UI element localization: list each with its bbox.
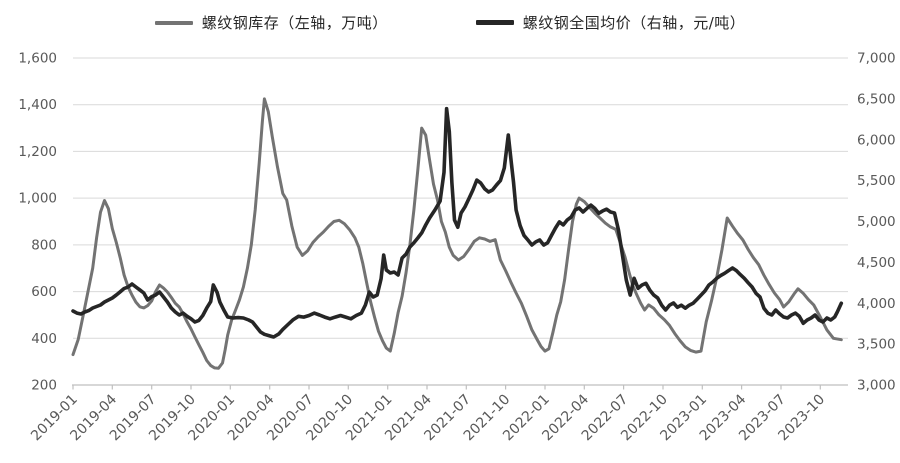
y-axis-right-tick-label: 6,500	[857, 91, 896, 107]
legend-entry-price: 螺纹钢全国均价（右轴，元/吨）	[475, 12, 746, 33]
y-axis-left-tick-label: 1,200	[18, 144, 57, 160]
inventory-series-line	[71, 97, 843, 370]
y-axis-left-tick-label: 200	[31, 378, 57, 394]
y-axis-left-tick-label: 400	[31, 331, 57, 347]
price-series-line	[71, 106, 844, 339]
y-axis-right-tick-label: 4,000	[857, 296, 896, 312]
y-axis-right-tick-label: 3,500	[857, 337, 896, 353]
chart-legend: 螺纹钢库存（左轴，万吨） 螺纹钢全国均价（右轴，元/吨）	[0, 12, 900, 33]
legend-entry-inventory: 螺纹钢库存（左轴，万吨）	[154, 12, 388, 33]
y-axis-left-tick-label: 1,000	[18, 191, 57, 207]
y-axis-left-tick-label: 600	[31, 284, 57, 300]
legend-line-swatch-price	[475, 20, 514, 25]
legend-label-inventory: 螺纹钢库存（左轴，万吨）	[201, 14, 388, 32]
y-axis-right-tick-label: 3,000	[857, 378, 896, 394]
y-axis-left-tick-label: 1,600	[18, 51, 57, 67]
y-axis-right-tick-label: 4,500	[857, 255, 896, 271]
y-axis-right-tick-label: 7,000	[857, 51, 896, 67]
y-axis-left-tick-label: 1,400	[18, 97, 57, 113]
y-axis-right-tick-label: 6,000	[857, 132, 896, 148]
legend-line-swatch-inventory	[154, 20, 193, 25]
y-axis-left-tick-label: 800	[31, 237, 57, 253]
y-axis-right-tick-label: 5,000	[857, 214, 896, 230]
y-axis-right-tick-label: 5,500	[857, 173, 896, 189]
legend-label-price: 螺纹钢全国均价（右轴，元/吨）	[522, 14, 746, 32]
